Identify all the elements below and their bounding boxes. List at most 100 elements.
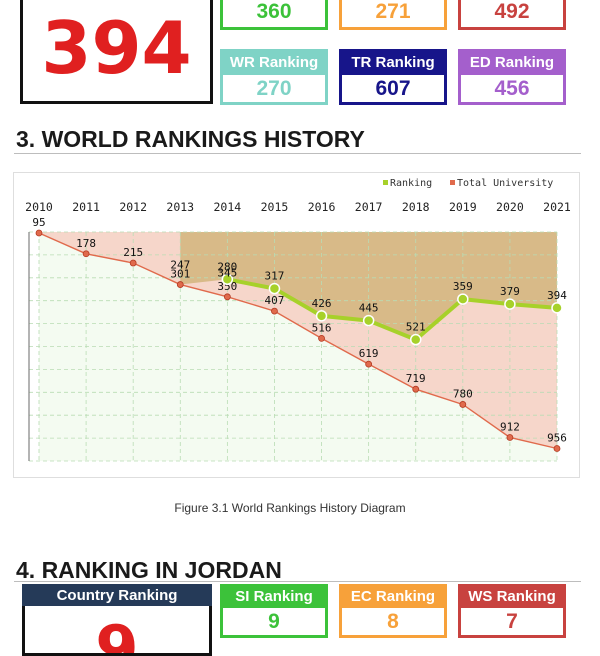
ec-ranking-value: 8: [387, 609, 399, 633]
x-tick-label: 2020: [496, 200, 524, 214]
wr-ranking-value: 270: [256, 76, 292, 100]
total-university-point-label: 95: [32, 216, 45, 229]
total-university-point: [365, 360, 373, 368]
total-university-point-label: 912: [500, 420, 520, 433]
total-university-point-label: 301: [170, 268, 190, 281]
total-university-point-label: 780: [453, 387, 473, 400]
x-tick-label: 2015: [261, 200, 289, 214]
total-university-point: [412, 385, 420, 393]
ranking-line: [226, 277, 558, 342]
extra-point-label: 247: [170, 259, 190, 272]
total-university-point-label: 619: [359, 347, 379, 360]
total-university-point-label: 719: [406, 372, 426, 385]
total-university-point: [459, 401, 467, 408]
total-university-point-label: 956: [547, 432, 567, 445]
world-rankings-history-chart: 2010 2011 2012 2013 2014 2015 2016 2017 2018 2019…: [25, 178, 571, 462]
extra-point-label: 345: [217, 266, 237, 279]
section-4-rule: [14, 581, 581, 582]
total-university-point: [223, 293, 231, 301]
x-tick-label: 2010: [25, 200, 53, 214]
total-university-point-label: 215: [123, 246, 143, 259]
ranking-point-label: 445: [359, 302, 379, 315]
ranking-point: [315, 310, 328, 322]
total-university-point: [553, 445, 561, 452]
total-university-point-label: 350: [217, 280, 237, 293]
legend-swatch: [383, 180, 388, 185]
country-ranking-header: Country Ranking: [22, 584, 212, 606]
ws-ranking-box: 7: [458, 608, 566, 638]
total-university-point-label: 407: [265, 294, 285, 307]
ranking-point-label: 280: [217, 260, 237, 273]
x-tick-label: 2013: [166, 200, 194, 214]
si-ranking-header: SI Ranking: [220, 584, 328, 608]
ws-ranking-header: WS Ranking: [458, 584, 566, 608]
section-4-title: 4. RANKING IN JORDAN: [16, 557, 282, 583]
top-score-box-2: 271: [339, 0, 447, 30]
si-ranking-box: 9: [220, 608, 328, 638]
ranking-point: [221, 273, 234, 286]
ec-ranking-header: EC Ranking: [339, 584, 447, 608]
total-university-point-label: 516: [312, 321, 332, 334]
x-tick-label: 2011: [72, 200, 100, 214]
chart-frame: 2010 2011 2012 2013 2014 2015 2016 2017 2018 2019…: [13, 172, 580, 478]
ranking-point: [268, 282, 281, 295]
ws-ranking-value: 7: [506, 609, 518, 633]
ranking-area: [180, 232, 558, 340]
total-university-point: [271, 307, 278, 315]
ranking-point: [551, 302, 563, 314]
figure-caption: Figure 3.1 World Rankings History Diagra…: [174, 501, 406, 515]
wr-ranking-box: 270: [220, 75, 328, 105]
tr-ranking-box: 607: [339, 75, 447, 105]
ed-ranking-label: ED Ranking: [469, 53, 555, 71]
x-tick-label: 2012: [119, 200, 147, 214]
ranking-point-label: 426: [312, 297, 332, 310]
total-university-line: [38, 232, 558, 450]
total-university-point: [35, 229, 43, 237]
x-tick-label: 2019: [449, 200, 477, 214]
total-university-point: [176, 281, 184, 288]
tr-ranking-header: TR Ranking: [339, 49, 447, 75]
ranking-point-label: 317: [265, 270, 285, 283]
section-3-rule: [14, 153, 581, 154]
total-university-point: [318, 334, 325, 342]
total-university-point: [82, 250, 90, 258]
ranking-point-label: 521: [406, 321, 426, 334]
ranking-point: [362, 314, 375, 327]
ranking-point: [409, 333, 422, 346]
legend-label: Total University: [457, 178, 553, 189]
ed-ranking-box: 456: [458, 75, 566, 105]
overall-rank-box: 394: [20, 0, 213, 104]
ws-ranking-label: WS Ranking: [468, 587, 556, 605]
legend-swatch: [450, 180, 455, 185]
ed-ranking-header: ED Ranking: [458, 49, 566, 75]
ranking-point-label: 394: [547, 289, 567, 302]
x-tick-label: 2021: [543, 200, 571, 214]
section-3-title: 3. WORLD RANKINGS HISTORY: [16, 126, 365, 152]
ranking-point: [504, 298, 516, 310]
total-university-point: [129, 259, 137, 267]
x-tick-label: 2018: [402, 200, 430, 214]
tr-ranking-value: 607: [375, 76, 411, 100]
total-university-point-label: 178: [76, 237, 96, 250]
ranking-point: [457, 293, 469, 305]
country-ranking-value: 9: [95, 612, 139, 656]
top-score-box-3: 492: [458, 0, 566, 30]
wr-ranking-label: WR Ranking: [229, 53, 319, 71]
ed-ranking-value: 456: [494, 76, 530, 100]
top-score-value-1: 360: [256, 0, 292, 23]
ranking-point-label: 379: [500, 285, 520, 298]
x-tick-label: 2016: [308, 200, 336, 214]
legend-label: Ranking: [390, 178, 432, 189]
x-tick-label: 2017: [355, 200, 383, 214]
ec-ranking-box: 8: [339, 608, 447, 638]
top-score-box-1: 360: [220, 0, 328, 30]
si-ranking-label: SI Ranking: [235, 587, 313, 605]
country-ranking-box: 9: [22, 606, 212, 656]
top-score-value-2: 271: [375, 0, 411, 23]
si-ranking-value: 9: [268, 609, 280, 633]
country-ranking-label: Country Ranking: [56, 586, 178, 604]
ranking-point-label: 359: [453, 280, 473, 293]
overall-rank-value: 394: [41, 6, 192, 90]
tr-ranking-label: TR Ranking: [351, 53, 435, 71]
ec-ranking-label: EC Ranking: [350, 587, 436, 605]
